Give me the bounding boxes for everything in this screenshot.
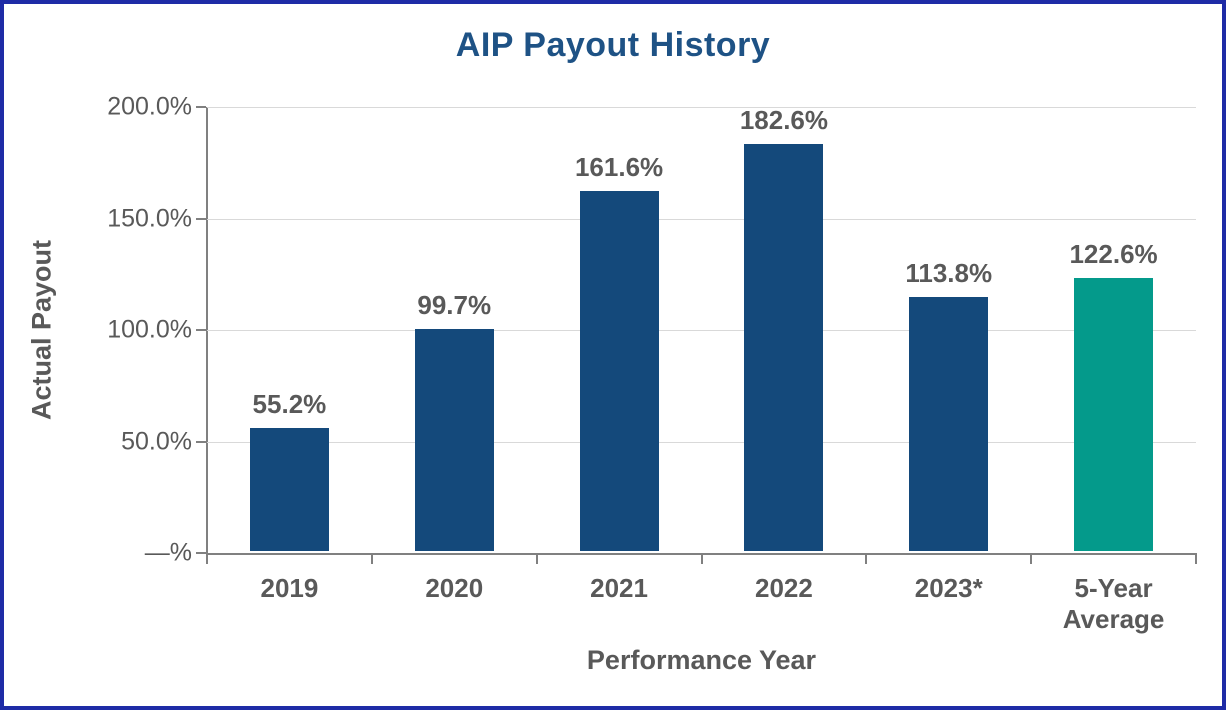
gridline: [207, 218, 1196, 220]
y-tick-label: —%: [144, 538, 192, 567]
x-axis-tick: [370, 554, 373, 564]
bar-2023: [909, 297, 989, 551]
x-tick-label: 2022: [754, 573, 813, 603]
gridline: [207, 441, 1196, 443]
y-tick-label: 100.0%: [107, 315, 192, 344]
y-axis-tick: [196, 217, 206, 220]
x-axis-tick: [535, 554, 538, 564]
x-axis-tick: [700, 554, 703, 564]
y-axis-tick: [196, 329, 206, 331]
bar-2022: [744, 143, 824, 551]
bar-value-label: 99.7%: [417, 289, 492, 320]
y-axis-tick: [196, 552, 206, 554]
bar-5-Year-Average: [1074, 277, 1154, 551]
x-axis-tick: [1030, 554, 1033, 564]
x-tick-label: 2019: [260, 573, 319, 603]
y-axis-line: [206, 107, 208, 555]
y-tick-label: 200.0%: [107, 92, 192, 121]
y-tick-label: 150.0%: [107, 204, 192, 232]
y-tick-label: 50.0%: [121, 427, 192, 455]
bar-2021: [579, 190, 659, 551]
bar-value-label: 113.8%: [905, 258, 993, 289]
gridline: [207, 107, 1196, 108]
x-tick-label: 2023*: [914, 573, 983, 603]
bar-2019: [249, 427, 329, 551]
y-axis-tick: [196, 106, 206, 108]
x-tick-label: 2021: [590, 573, 648, 603]
gridline: [207, 330, 1196, 331]
x-axis-tick: [1195, 554, 1197, 564]
bar-value-label: 55.2%: [252, 388, 327, 419]
x-axis-tick: [865, 554, 868, 564]
y-axis-title: Actual Payout: [26, 239, 57, 421]
bar-value-label: 161.6%: [574, 151, 664, 182]
bar-2020: [414, 328, 494, 551]
y-axis-tick: [196, 440, 206, 443]
chart-title: AIP Payout History: [455, 26, 771, 64]
bar-value-label: 122.6%: [1069, 238, 1158, 269]
x-axis-title: Performance Year: [586, 645, 817, 675]
bar-value-label: 182.6%: [739, 104, 828, 135]
x-tick-label: 2020: [425, 573, 484, 603]
x-tick-label: 5-Year Average: [1062, 573, 1165, 635]
plot-area: 200.0% 150.0% 100.0% 50.0% —% 55.2% 2019 99.7% 2…: [107, 93, 1197, 634]
x-axis-tick: [206, 554, 208, 564]
